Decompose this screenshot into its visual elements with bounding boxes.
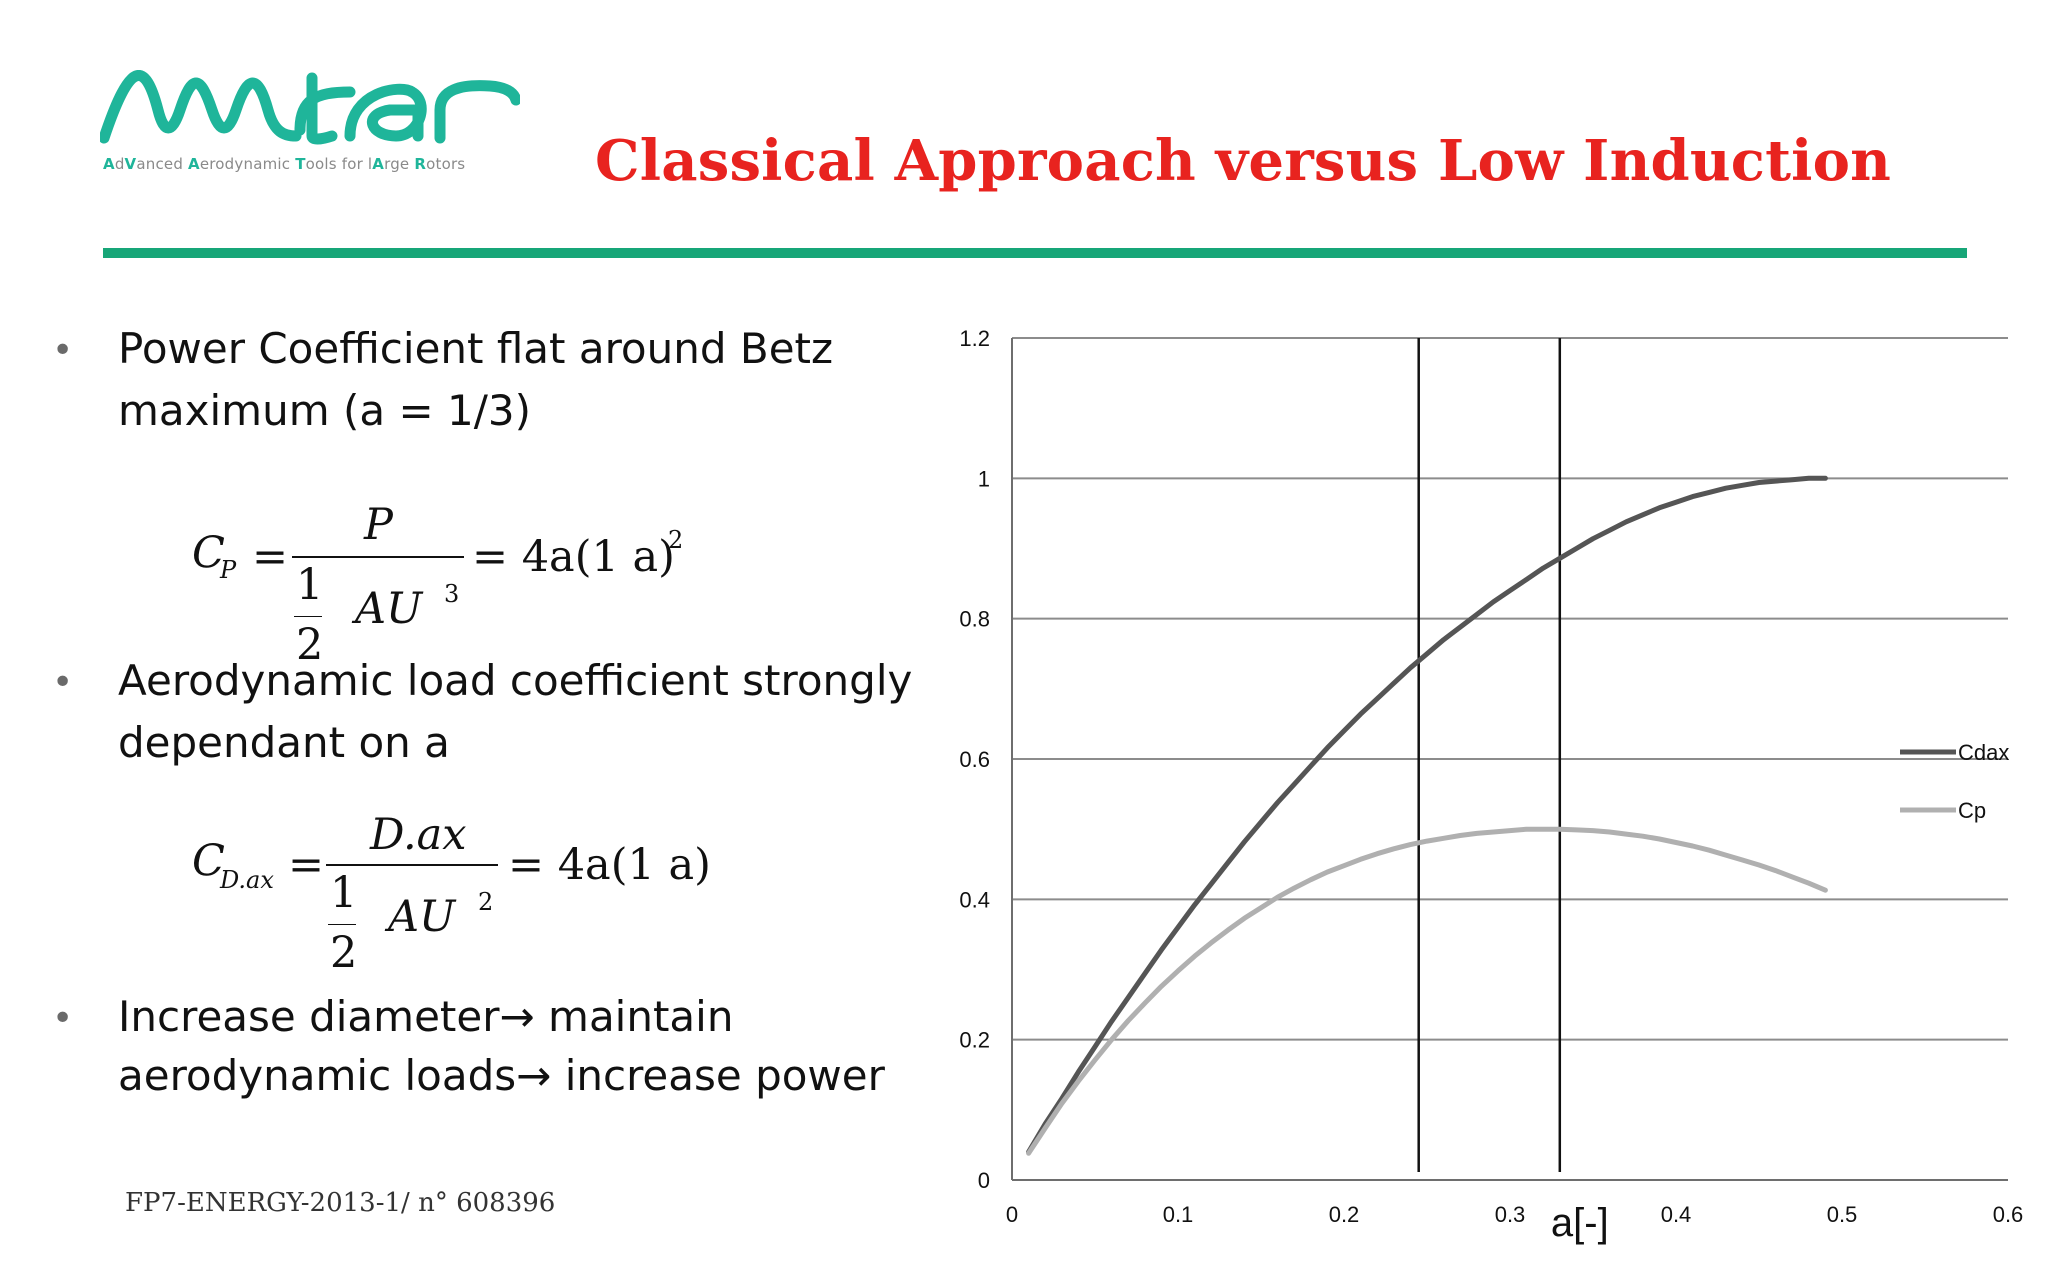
cd-eq: = [288, 840, 325, 890]
cd-half-bar [328, 924, 356, 925]
cp-half-bar [294, 616, 322, 617]
cp-lhs-sub: P [220, 556, 237, 584]
cd-lhs-sub: D.ax [220, 866, 274, 894]
series-line-cp [1026, 826, 1828, 1156]
cd-fraction-bar [326, 864, 498, 866]
slide-title: Classical Approach versus Low Induction [595, 128, 1892, 194]
bullet-1-line-1: Power Coefficient flat around Betz [118, 324, 834, 373]
avatar-logo [100, 70, 520, 145]
x-axis-label: a[-] [1551, 1201, 1609, 1245]
tagline-part: ools for l [305, 155, 373, 173]
cd-rhs: = 4a(1 a) [508, 840, 711, 890]
legend-label: Cp [1958, 798, 1986, 823]
bullet-2-line-2: dependant on a [118, 718, 450, 767]
cd-lhs: C [192, 836, 225, 886]
tagline-part: A [188, 155, 200, 173]
tagline-part: A [372, 155, 385, 173]
title-divider [103, 248, 1967, 258]
cp-numerator: P [364, 500, 393, 550]
legend-label: Cdax [1958, 740, 2009, 765]
bullet-1-line-2: maximum (a = 1/3) [118, 386, 531, 435]
cp-rhs-exp: 2 [668, 526, 684, 554]
cd-den-exp: 2 [478, 888, 494, 916]
x-tick-label: 0 [1006, 1202, 1018, 1227]
bullet-3-line-1: Increase diameter→ maintain [118, 992, 734, 1041]
tagline-part: A [103, 155, 115, 173]
y-tick-label: 1 [978, 466, 990, 491]
cd-half-den: 2 [330, 928, 358, 978]
cd-den-var: AU [388, 892, 456, 942]
y-tick-label: 0.4 [959, 887, 990, 912]
cp-rhs: = 4a(1 a) [472, 532, 675, 582]
cp-eq: = [252, 532, 289, 582]
tagline-part: rge [384, 155, 415, 173]
cp-half-den: 2 [296, 620, 324, 670]
bullet-2-line-1: Aerodynamic load coefficient strongly [118, 656, 913, 705]
cp-den-exp: 3 [444, 580, 460, 608]
tagline-part: anced [136, 155, 189, 173]
tagline-part: T [295, 155, 306, 173]
series-line-cdax [1026, 475, 1828, 1155]
cp-lhs: C [192, 528, 225, 578]
bullet-3-line-2: aerodynamic loads→ increase power [118, 1051, 885, 1100]
project-footer: FP7-ENERGY-2013-1/ n° 608396 [125, 1188, 556, 1218]
tagline-part: d [114, 155, 125, 173]
y-tick-label: 0.8 [959, 607, 990, 632]
bullet-marker: • [52, 662, 74, 703]
bullet-marker: • [52, 998, 74, 1039]
x-tick-label: 0.4 [1661, 1202, 1692, 1227]
tagline-part: erodynamic [199, 155, 296, 173]
cp-half-num: 1 [296, 560, 324, 610]
bullet-marker: • [52, 330, 74, 371]
x-tick-label: 0.5 [1827, 1202, 1858, 1227]
cd-half-num: 1 [330, 868, 358, 918]
cd-numerator: D.ax [370, 810, 467, 860]
x-tick-label: 0.6 [1993, 1202, 2024, 1227]
tagline-part: otors [426, 155, 466, 173]
x-tick-label: 0.3 [1495, 1202, 1526, 1227]
x-tick-label: 0.1 [1163, 1202, 1194, 1227]
cp-fraction-bar [292, 556, 464, 558]
y-tick-label: 1.2 [959, 326, 990, 351]
cp-den-var: AU [355, 584, 423, 634]
y-tick-label: 0.6 [959, 747, 990, 772]
tagline-part: R [414, 155, 427, 173]
tagline-part: V [124, 155, 137, 173]
y-tick-label: 0.2 [959, 1028, 990, 1053]
y-tick-label: 0 [978, 1168, 990, 1193]
logo-tagline: AdVanced Aerodynamic Tools for lArge Rot… [103, 155, 465, 173]
induction-chart: 0 0.2 0.4 0.6 0.8 1 1.2 0 0.1 0.2 0.3 0.4 0.5 0.6 Cdax… [959, 326, 2024, 1245]
x-tick-label: 0.2 [1329, 1202, 1360, 1227]
